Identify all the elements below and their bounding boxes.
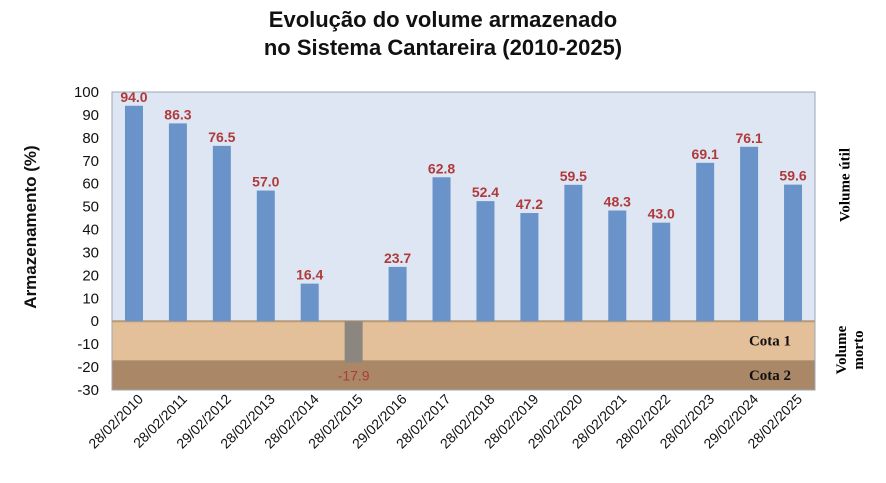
y-tick-label: 50	[82, 199, 99, 216]
bar	[124, 105, 143, 322]
bar	[608, 210, 627, 322]
data-label: 43.0	[648, 206, 675, 222]
bar	[696, 162, 715, 322]
bar	[344, 321, 363, 363]
data-label: 59.5	[560, 168, 587, 184]
bar	[212, 145, 231, 322]
bar	[388, 266, 407, 322]
y-tick-label: 10	[82, 290, 99, 307]
y-tick-label: -10	[77, 336, 99, 353]
data-label: 76.1	[735, 130, 762, 146]
data-label: 52.4	[472, 184, 499, 200]
data-label: 59.6	[779, 168, 806, 184]
bar	[432, 177, 451, 322]
y-tick-label: 0	[91, 313, 99, 330]
y-tick-label: 40	[82, 222, 99, 239]
cota-2-label: Cota 2	[749, 368, 791, 384]
y-tick-label: 70	[82, 153, 99, 170]
bar	[256, 190, 275, 322]
y-tick-label: -20	[77, 359, 99, 376]
chart-title-line-2: no Sistema Cantareira (2010-2025)	[263, 35, 623, 60]
y-tick-label: 100	[74, 84, 99, 101]
data-label: -17.9	[338, 367, 370, 383]
bar	[300, 283, 319, 322]
bar	[168, 123, 187, 322]
plot-border	[111, 91, 816, 391]
bar	[564, 184, 583, 322]
bar	[476, 201, 495, 322]
y-tick-label: 80	[82, 130, 99, 147]
bar	[784, 184, 803, 322]
data-label: 57.0	[252, 174, 279, 190]
data-label: 86.3	[164, 106, 191, 122]
data-label: 16.4	[296, 267, 323, 283]
band-cota-1	[112, 321, 815, 361]
y-tick-label: -30	[77, 382, 99, 399]
data-label: 47.2	[516, 196, 543, 212]
data-label: 62.8	[428, 160, 455, 176]
cota-1-label: Cota 1	[749, 334, 791, 350]
data-label: 76.5	[208, 129, 235, 145]
y-tick-label: 60	[82, 176, 99, 193]
y-tick-label: 30	[82, 244, 99, 261]
data-label: 69.1	[692, 146, 719, 162]
chart-title: Evolução do volume armazenado no Sistema…	[0, 6, 886, 62]
data-label: 94.0	[120, 89, 147, 105]
bar	[652, 222, 671, 322]
y-tick-label: 20	[82, 267, 99, 284]
y-tick-label: 90	[82, 107, 99, 124]
chart-title-line-1: Evolução do volume armazenado	[268, 7, 618, 32]
band-cota-2	[112, 360, 815, 390]
data-label: 48.3	[604, 194, 631, 210]
data-label: 23.7	[384, 250, 411, 266]
bar	[520, 213, 539, 322]
bar	[740, 146, 759, 322]
